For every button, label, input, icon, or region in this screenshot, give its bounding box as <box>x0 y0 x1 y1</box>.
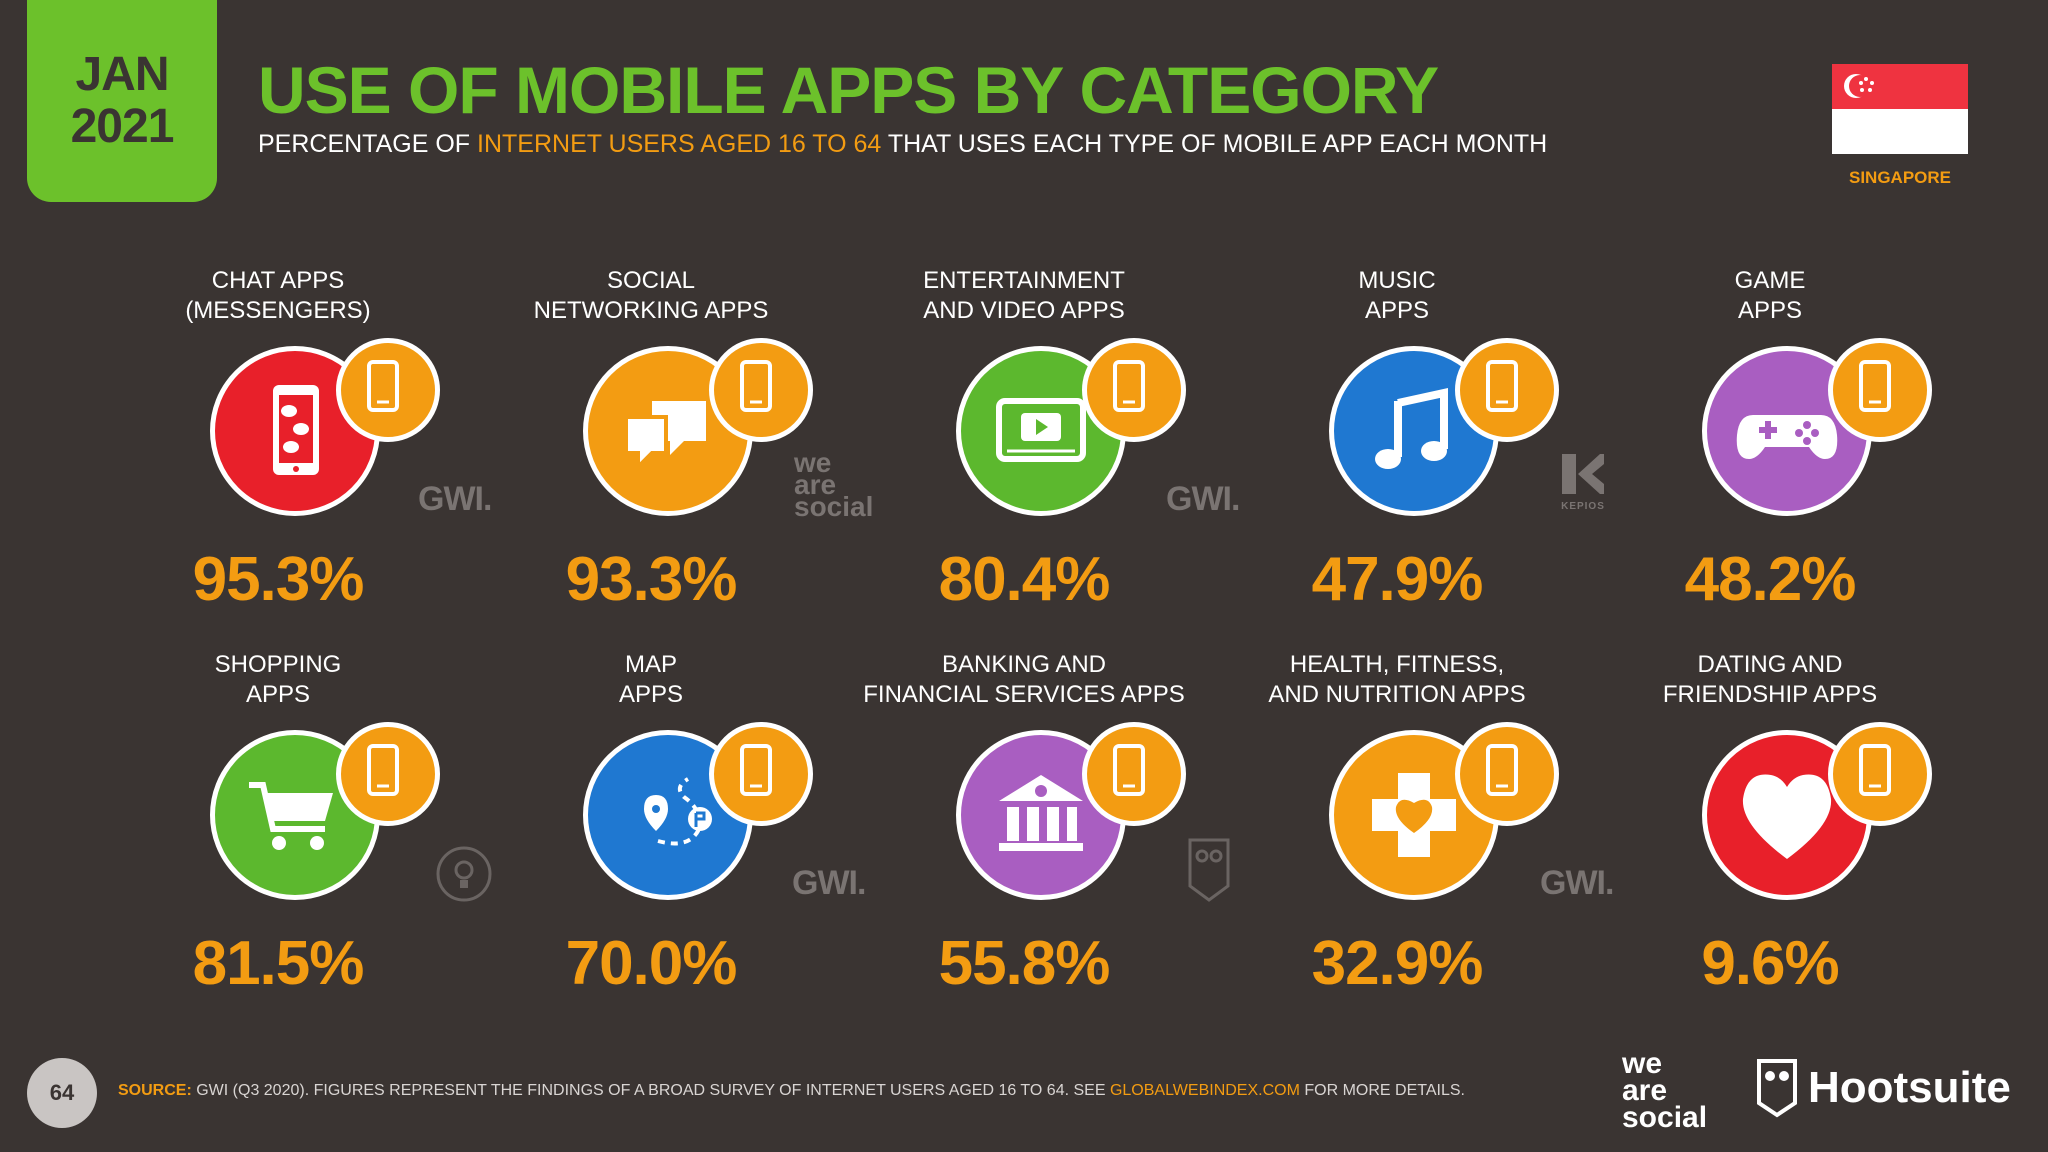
category-label: DATING AND FRIENDSHIP APPS <box>1600 650 1940 710</box>
label-line1: SOCIAL <box>606 267 696 294</box>
country-label: SINGAPORE <box>1848 168 1952 187</box>
source-link[interactable]: GLOBALWEBINDEX.COM <box>1109 1082 1300 1099</box>
page-number: 64 <box>27 1058 97 1128</box>
subtitle-highlight: INTERNET USERS AGED 16 TO 64 <box>477 130 882 158</box>
category-map-apps: MAP APPS 70.0% <box>481 650 821 999</box>
subtitle-pre: PERCENTAGE OF <box>258 130 478 158</box>
hootsuite-owl-watermark-icon <box>1186 836 1232 907</box>
kepios-label: KEPIOS <box>1561 501 1605 512</box>
category-label: SOCIAL NETWORKING APPS <box>481 266 821 326</box>
category-music-apps: MUSIC APPS 47.9% <box>1227 266 1567 615</box>
label-line1: CHAT APPS <box>211 267 345 294</box>
gwi-watermark: GWI. <box>792 864 866 902</box>
category-label: CHAT APPS (MESSENGERS) <box>108 266 448 326</box>
mobile-phone-icon <box>336 338 440 442</box>
mobile-phone-icon <box>709 722 813 826</box>
label-line2: APPS <box>618 681 684 708</box>
category-entertainment-video-apps: ENTERTAINMENT AND VIDEO APPS 80.4% <box>854 266 1194 615</box>
mobile-phone-icon <box>709 338 813 442</box>
mobile-phone-icon <box>1828 338 1932 442</box>
date-month: JAN <box>75 48 169 101</box>
category-value: 93.3% <box>565 545 738 614</box>
category-label: MUSIC APPS <box>1227 266 1567 326</box>
health-cross-heart-icon <box>1329 730 1499 900</box>
category-value: 32.9% <box>1311 929 1484 998</box>
category-dating-friendship-apps: DATING AND FRIENDSHIP APPS 9.6% <box>1600 650 1940 999</box>
category-value: 70.0% <box>565 929 738 998</box>
wm-we: we <box>794 447 832 478</box>
mobile-phone-icon <box>1828 722 1932 826</box>
category-value: 95.3% <box>192 545 365 614</box>
category-label: ENTERTAINMENT AND VIDEO APPS <box>854 266 1194 326</box>
category-social-networking-apps: SOCIAL NETWORKING APPS 93.3% <box>481 266 821 615</box>
source-tail: FOR MORE DETAILS. <box>1299 1082 1465 1099</box>
category-health-fitness-apps: HEALTH, FITNESS, AND NUTRITION APPS 32.9% <box>1227 650 1567 999</box>
date-year: 2021 <box>70 100 175 153</box>
date-badge: JAN 2021 <box>27 0 217 202</box>
label-line2: AND NUTRITION APPS <box>1268 681 1526 708</box>
category-value: 9.6% <box>1701 929 1839 998</box>
source-text: GWI (Q3 2020). FIGURES REPRESENT THE FIN… <box>191 1082 1110 1099</box>
mobile-phone-icon <box>1082 338 1186 442</box>
hootsuite-logo: Hootsuite <box>1756 1058 2011 1118</box>
source-label: SOURCE: <box>118 1082 192 1099</box>
label-line1: SHOPPING <box>214 651 342 678</box>
subtitle-post: THAT USES EACH TYPE OF MOBILE APP EACH M… <box>881 130 1548 158</box>
page-subtitle: PERCENTAGE OF INTERNET USERS AGED 16 TO … <box>258 130 1547 159</box>
label-line2: FINANCIAL SERVICES APPS <box>863 681 1185 708</box>
category-value: 81.5% <box>192 929 365 998</box>
label-line1: HEALTH, FITNESS, <box>1289 651 1505 678</box>
category-label: BANKING AND FINANCIAL SERVICES APPS <box>854 650 1194 710</box>
kepios-logo-icon <box>1562 454 1604 494</box>
category-label: GAME APPS <box>1600 266 1940 326</box>
category-value: 47.9% <box>1311 545 1484 614</box>
we-are-social-watermark: we are social <box>794 447 874 522</box>
category-game-apps: GAME APPS 48.2% <box>1600 266 1940 615</box>
mobile-phone-icon <box>1455 338 1559 442</box>
logo-are: are <box>1622 1074 1668 1107</box>
singapore-flag-icon <box>1832 64 1968 154</box>
label-line1: BANKING AND <box>941 651 1107 678</box>
wm-are: are <box>794 469 837 500</box>
gwi-watermark: GWI. <box>1166 480 1240 518</box>
lightbulb-watermark-icon <box>434 844 494 909</box>
label-line1: MUSIC <box>1358 267 1436 294</box>
label-line2: FRIENDSHIP APPS <box>1662 681 1878 708</box>
mobile-phone-icon <box>1455 722 1559 826</box>
category-banking-financial-apps: BANKING AND FINANCIAL SERVICES APPS 55.8% <box>854 650 1194 999</box>
category-value: 48.2% <box>1684 545 1857 614</box>
label-line2: AND VIDEO APPS <box>923 297 1125 324</box>
kepios-watermark: KEPIOS <box>1558 452 1608 512</box>
category-value: 55.8% <box>938 929 1111 998</box>
gwi-watermark: GWI. <box>1540 864 1614 902</box>
label-line2: (MESSENGERS) <box>185 297 371 324</box>
hootsuite-owl-icon <box>1757 1059 1797 1118</box>
mobile-phone-icon <box>1082 722 1186 826</box>
category-value: 80.4% <box>938 545 1111 614</box>
source-note: SOURCE: GWI (Q3 2020). FIGURES REPRESENT… <box>118 1082 1465 1100</box>
category-shopping-apps: SHOPPING APPS 81.5% <box>108 650 448 999</box>
logo-social: social <box>1622 1101 1708 1134</box>
gwi-watermark: GWI. <box>418 480 492 518</box>
label-line2: APPS <box>1737 297 1803 324</box>
category-label: MAP APPS <box>481 650 821 710</box>
hootsuite-wordmark: Hootsuite <box>1808 1063 2011 1112</box>
label-line1: DATING AND <box>1697 651 1843 678</box>
mobile-phone-icon <box>336 722 440 826</box>
label-line1: ENTERTAINMENT <box>923 267 1125 294</box>
label-line2: APPS <box>1364 297 1430 324</box>
label-line1: MAP <box>624 651 677 678</box>
label-line1: GAME <box>1734 267 1806 294</box>
page-title: USE OF MOBILE APPS BY CATEGORY <box>258 53 1439 127</box>
we-are-social-logo: we are social <box>1622 1047 1708 1134</box>
wm-social: social <box>794 491 874 522</box>
label-line2: NETWORKING APPS <box>533 297 769 324</box>
category-label: SHOPPING APPS <box>108 650 448 710</box>
label-line2: APPS <box>245 681 311 708</box>
category-chat-apps: CHAT APPS (MESSENGERS) 95.3% <box>108 266 448 615</box>
logo-we: we <box>1622 1047 1663 1080</box>
category-label: HEALTH, FITNESS, AND NUTRITION APPS <box>1227 650 1567 710</box>
